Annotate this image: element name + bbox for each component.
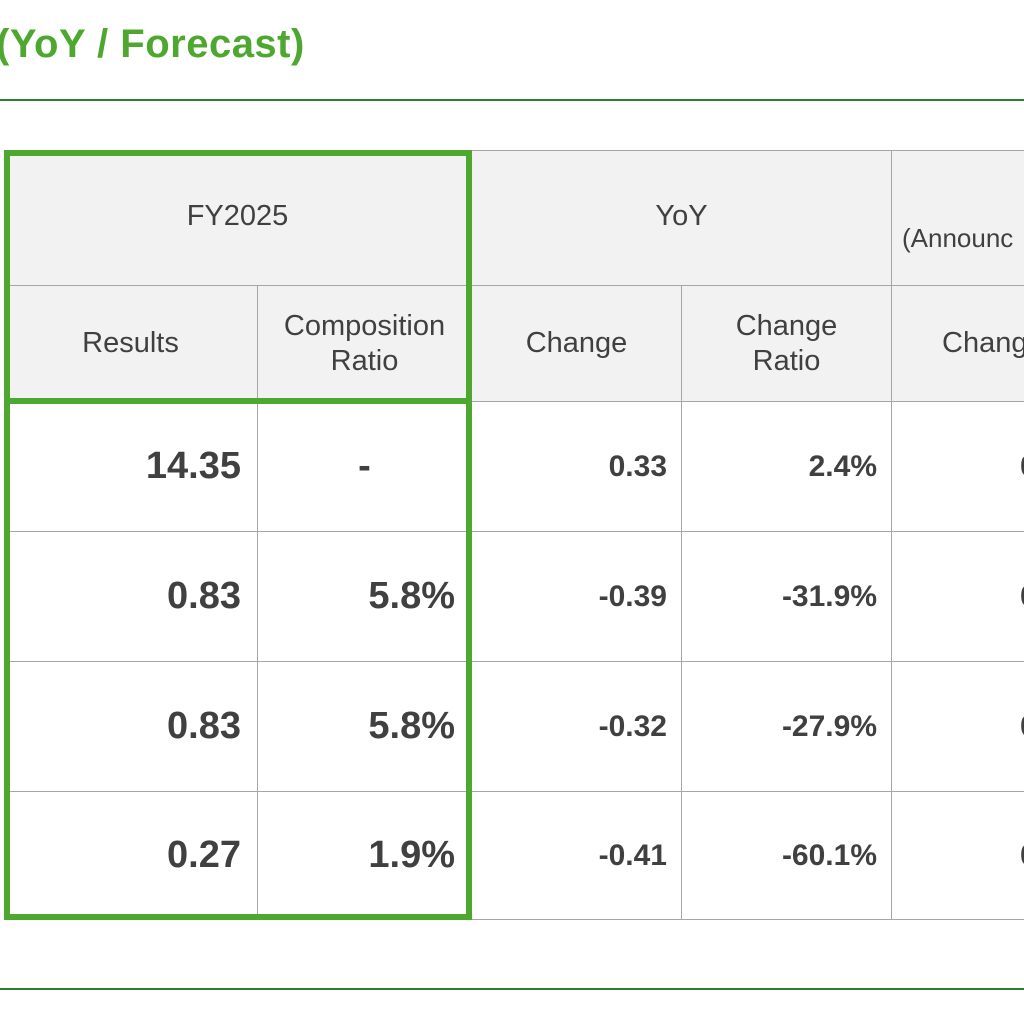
yoy-change-cell: -0.32 [472,662,682,792]
header-results: Results [4,286,258,402]
results-cell: 0.83 [4,662,258,792]
composition-ratio-cell: 1.9% [258,792,472,920]
header-fy2025: FY2025 [4,150,472,286]
header-forecast-change: Chang [892,286,1024,402]
header-yoy: YoY [472,150,892,286]
header-forecast: (Announc [892,150,1024,286]
header-composition-ratio: Composition Ratio [258,286,472,402]
header-yoy-change-ratio: Change Ratio [682,286,892,402]
yoy-change-cell: -0.39 [472,532,682,662]
yoy-change-ratio-cell: -27.9% [682,662,892,792]
yoy-change-cell: 0.33 [472,402,682,532]
yoy-change-ratio-cell: -60.1% [682,792,892,920]
forecast-change-cell: 0 [892,662,1024,792]
yoy-change-cell: -0.41 [472,792,682,920]
header-yoy-change: Change [472,286,682,402]
composition-ratio-cell: - [258,402,472,532]
page-title: (YoY / Forecast) [0,22,305,66]
yoy-change-ratio-cell: 2.4% [682,402,892,532]
results-cell: 0.83 [4,532,258,662]
forecast-change-cell: 0 [892,792,1024,920]
yoy-change-ratio-cell: -31.9% [682,532,892,662]
results-cell: 0.27 [4,792,258,920]
composition-ratio-cell: 5.8% [258,532,472,662]
footer-divider [0,988,1024,990]
forecast-change-cell: 0 [892,402,1024,532]
forecast-change-cell: 0 [892,532,1024,662]
composition-ratio-cell: 5.8% [258,662,472,792]
title-divider [0,99,1024,101]
results-cell: 14.35 [4,402,258,532]
